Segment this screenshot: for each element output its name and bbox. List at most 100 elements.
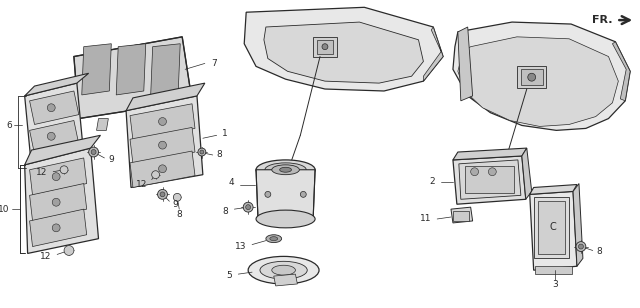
Polygon shape [459,160,521,199]
Bar [317,40,333,54]
Polygon shape [29,91,79,124]
Polygon shape [453,22,630,130]
Polygon shape [116,44,146,95]
Circle shape [576,241,586,251]
Polygon shape [274,274,298,286]
Polygon shape [424,27,443,81]
Text: 12: 12 [136,180,148,189]
Circle shape [160,192,165,197]
Text: 1: 1 [221,129,227,138]
Polygon shape [25,73,89,96]
Ellipse shape [272,165,300,175]
Text: 11: 11 [420,214,431,224]
Circle shape [47,104,55,112]
Polygon shape [256,170,315,219]
Polygon shape [530,184,577,194]
Circle shape [52,198,60,206]
Polygon shape [25,148,99,253]
Polygon shape [244,7,443,91]
Polygon shape [150,44,180,95]
Text: 13: 13 [235,242,246,251]
Text: 4: 4 [228,178,234,187]
Text: 5: 5 [227,271,232,280]
Circle shape [300,191,307,197]
Polygon shape [130,128,195,164]
Circle shape [47,132,55,140]
Circle shape [52,173,60,180]
Ellipse shape [270,237,278,241]
Polygon shape [522,148,532,199]
Circle shape [200,150,204,154]
Polygon shape [458,37,618,126]
Polygon shape [25,83,84,168]
Polygon shape [29,158,86,195]
Text: 6: 6 [6,121,12,130]
Text: 9: 9 [172,200,178,209]
Bar [534,266,572,274]
Polygon shape [130,151,195,188]
Ellipse shape [265,163,307,177]
Polygon shape [29,120,79,154]
Polygon shape [458,27,472,101]
Polygon shape [97,119,108,130]
Text: FR.: FR. [592,15,612,25]
Text: 2: 2 [429,177,435,186]
Ellipse shape [256,210,315,228]
Bar [521,69,543,85]
Text: 12: 12 [36,168,47,177]
Text: 7: 7 [211,59,216,68]
Circle shape [157,189,168,199]
Text: 3: 3 [552,281,558,290]
Polygon shape [150,107,163,120]
Circle shape [91,150,96,155]
Text: 8: 8 [217,151,223,160]
Circle shape [159,118,166,125]
Circle shape [173,193,181,201]
Text: 12: 12 [40,252,51,261]
Polygon shape [264,22,424,83]
Circle shape [89,147,99,157]
Polygon shape [74,37,192,119]
Circle shape [152,171,159,179]
Text: 8: 8 [223,207,228,216]
Bar [453,211,468,221]
Polygon shape [530,191,577,270]
Polygon shape [29,209,86,246]
Circle shape [243,202,253,212]
Polygon shape [573,184,583,266]
Circle shape [470,168,479,176]
Circle shape [528,73,536,81]
Polygon shape [453,156,526,204]
Ellipse shape [260,261,307,279]
Text: 10: 10 [0,205,10,214]
Polygon shape [612,42,630,101]
Text: 8: 8 [177,209,182,219]
Polygon shape [130,104,195,140]
Polygon shape [29,184,86,221]
Polygon shape [453,148,527,160]
Ellipse shape [248,256,319,284]
Ellipse shape [272,265,296,275]
Circle shape [246,205,251,210]
Text: 9: 9 [108,156,114,164]
Polygon shape [126,83,205,111]
Polygon shape [126,96,203,188]
Bar [465,166,514,193]
Circle shape [265,191,271,197]
Circle shape [64,245,74,255]
Circle shape [60,166,68,174]
Bar [313,37,337,57]
Bar [538,201,565,254]
Circle shape [159,165,166,173]
Text: 8: 8 [596,247,602,256]
Polygon shape [25,135,100,165]
Bar [534,197,569,258]
Ellipse shape [280,167,291,172]
Ellipse shape [256,160,315,180]
Circle shape [579,244,584,249]
Circle shape [52,224,60,232]
Circle shape [322,44,328,50]
Circle shape [159,141,166,149]
Circle shape [488,168,496,176]
Polygon shape [82,44,111,95]
